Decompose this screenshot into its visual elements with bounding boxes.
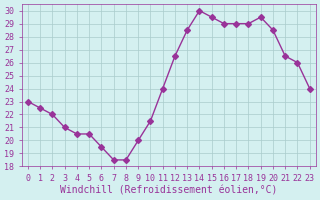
X-axis label: Windchill (Refroidissement éolien,°C): Windchill (Refroidissement éolien,°C): [60, 186, 277, 196]
